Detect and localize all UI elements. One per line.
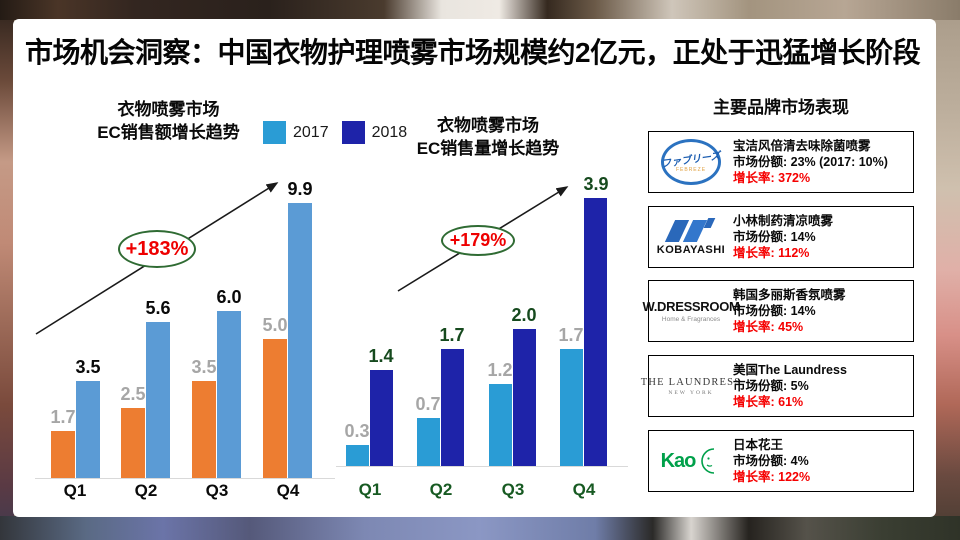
value-volume-q4-2017: 1.7	[558, 325, 584, 345]
bar-sales-q1-2018	[76, 381, 100, 478]
brand-growth: 增长率: 45%	[733, 320, 804, 334]
brand-name: 美国The Laundress	[733, 363, 847, 377]
bar-volume-q3-2017	[489, 384, 512, 466]
legend-swatch-2017	[263, 121, 286, 144]
kao-logo-text: Kao	[660, 449, 697, 472]
left-axis-q1: Q1	[63, 481, 87, 500]
bar-volume-q3-2018	[513, 329, 536, 466]
value-volume-q2-2018: 1.7	[439, 325, 465, 345]
middle-axis-q3: Q3	[501, 480, 525, 499]
brand-growth: 增长率: 61%	[733, 395, 804, 409]
bar-sales-q1-2017	[51, 431, 75, 478]
middle-axis-q1: Q1	[358, 480, 382, 499]
left-axis-q2: Q2	[134, 481, 158, 500]
left-chart-axis	[35, 478, 335, 479]
slide-title: 市场机会洞察：中国衣物护理喷雾市场规模约2亿元，正处于迅猛增长阶段	[25, 37, 921, 68]
value-volume-q3-2017: 1.2	[487, 360, 513, 380]
brand-share: 市场份额: 14%	[733, 230, 816, 244]
value-volume-q2-2017: 0.7	[415, 394, 441, 414]
kao-crescent-moon-icon	[701, 448, 715, 474]
laundress-logo: THE LAUNDRESS NEW YORK	[641, 377, 740, 396]
bar-volume-q4-2018	[584, 198, 607, 466]
laundress-logo-text: THE LAUNDRESS	[640, 376, 742, 388]
bar-sales-q4-2018	[288, 203, 312, 478]
value-volume-q1-2017: 0.3	[344, 421, 370, 441]
bar-volume-q1-2018	[370, 370, 393, 466]
left-growth-annotation: +183%	[118, 230, 196, 268]
value-sales-q4-2018: 9.9	[287, 179, 313, 199]
brand-name: 小林制药清凉喷雾	[733, 214, 834, 228]
value-volume-q4-2018: 3.9	[583, 174, 609, 194]
febreze-logo-sub: FEBREZE	[675, 167, 707, 173]
left-chart-title: 衣物喷雾市场 EC销售额增长趋势	[66, 98, 271, 144]
brand-card-laundress: THE LAUNDRESS NEW YORK 美国The Laundress 市…	[641, 355, 914, 417]
middle-chart-title-line1: 衣物喷雾市场	[437, 116, 539, 135]
legend-label-2017: 2017	[293, 123, 329, 141]
wdressroom-logo: W.DRESSROOM Home & Fragrances	[642, 299, 739, 323]
brand-growth: 增长率: 372%	[733, 171, 811, 185]
brand-card-wdressroom: W.DRESSROOM Home & Fragrances 韩国多丽斯香氛喷雾 …	[642, 280, 914, 342]
brand-growth: 增长率: 122%	[733, 470, 811, 484]
bar-sales-q4-2017	[263, 339, 287, 478]
bar-volume-q4-2017	[560, 349, 583, 466]
middle-axis-q2: Q2	[429, 480, 453, 499]
value-sales-q2-2018: 5.6	[145, 298, 171, 318]
bar-volume-q2-2018	[441, 349, 464, 466]
kobayashi-logo-text: KOBAYASHI	[656, 244, 726, 256]
wdressroom-logo-sub: Home & Fragrances	[661, 316, 721, 323]
kobayashi-mark-icon	[664, 218, 715, 242]
febreze-logo: ファブリーズ FEBREZE	[649, 139, 733, 185]
middle-chart-title: 衣物喷雾市场 EC销售量增长趋势	[388, 114, 588, 160]
kobayashi-logo: KOBAYASHI	[649, 218, 733, 256]
febreze-oval-icon: ファブリーズ FEBREZE	[661, 139, 722, 185]
value-volume-q1-2018: 1.4	[368, 346, 394, 366]
value-volume-q3-2018: 2.0	[511, 305, 537, 325]
value-sales-q1-2017: 1.7	[50, 407, 76, 427]
middle-chart-title-line2: EC销售量增长趋势	[416, 139, 560, 158]
brand-card-febreze: ファブリーズ FEBREZE 宝洁风倍清去味除菌喷雾 市场份额: 23% (20…	[648, 131, 914, 193]
value-sales-q1-2018: 3.5	[75, 357, 101, 377]
brand-share: 市场份额: 5%	[733, 379, 809, 393]
kao-logo: Kao	[649, 446, 733, 476]
left-axis-q3: Q3	[205, 481, 229, 500]
legend-swatch-2018	[341, 121, 365, 144]
brand-name: 宝洁风倍清去味除菌喷雾	[733, 139, 871, 153]
bar-sales-q2-2017	[121, 408, 145, 478]
legend-label-2018: 2018	[371, 123, 408, 141]
bar-sales-q3-2018	[217, 311, 241, 478]
laundress-logo-sub: NEW YORK	[668, 389, 714, 396]
brand-growth: 增长率: 112%	[733, 246, 810, 260]
middle-chart-axis	[336, 466, 628, 467]
left-axis-q4: Q4	[276, 481, 300, 500]
brand-share: 市场份额: 4%	[733, 454, 809, 468]
bar-sales-q3-2017	[192, 381, 216, 478]
left-chart-title-line2: EC销售额增长趋势	[97, 123, 240, 142]
brand-share: 市场份额: 14%	[733, 304, 816, 318]
brand-card-kao: Kao 日本花王 市场份额: 4% 增长率: 122%	[648, 430, 914, 492]
middle-axis-q4: Q4	[572, 480, 596, 499]
value-sales-q2-2017: 2.5	[120, 384, 146, 404]
bar-sales-q2-2018	[146, 322, 170, 478]
brands-heading: 主要品牌市场表现	[713, 98, 849, 117]
bar-volume-q1-2017	[346, 445, 369, 466]
value-sales-q3-2017: 3.5	[191, 357, 217, 377]
left-chart-title-line1: 衣物喷雾市场	[117, 100, 220, 119]
value-sales-q3-2018: 6.0	[216, 287, 242, 307]
middle-growth-annotation: +179%	[441, 225, 515, 256]
bar-volume-q2-2017	[417, 418, 440, 466]
chart-legend: 2017 2018	[263, 121, 420, 144]
brand-share: 市场份额: 23% (2017: 10%)	[733, 155, 888, 169]
value-sales-q4-2017: 5.0	[262, 315, 288, 335]
brand-name: 韩国多丽斯香氛喷雾	[733, 288, 846, 302]
brand-name: 日本花王	[733, 438, 784, 452]
brand-card-kobayashi: KOBAYASHI 小林制药清凉喷雾 市场份额: 14% 增长率: 112%	[648, 206, 914, 268]
wdressroom-logo-text: W.DRESSROOM	[642, 299, 740, 314]
